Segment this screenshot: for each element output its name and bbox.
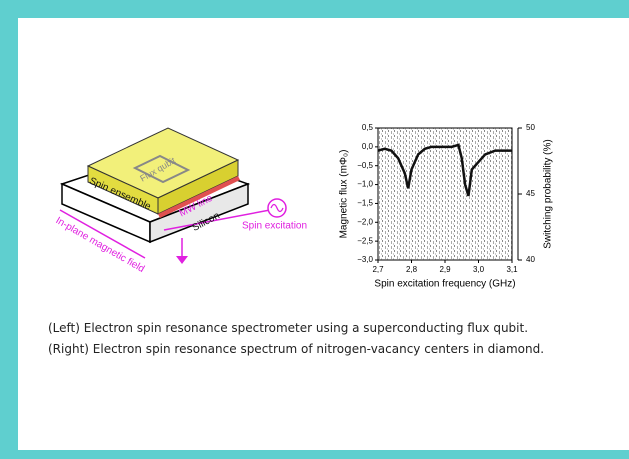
y-tick-label: −1,0 — [357, 180, 373, 189]
x-tick-label: 2,7 — [372, 265, 384, 274]
y2-tick-label: 45 — [526, 189, 535, 198]
caption-line: (Right) Electron spin resonance spectrum… — [48, 342, 544, 356]
x-tick-label: 2,8 — [406, 265, 418, 274]
figure: Flux qubit Spin ensemble MW line Silicon… — [0, 0, 629, 459]
y-tick-label: −3,0 — [357, 255, 373, 264]
caption-line: (Left) Electron spin resonance spectrome… — [48, 321, 528, 335]
y-tick-label: −2,0 — [357, 217, 373, 226]
x-tick-label: 3,1 — [506, 265, 518, 274]
y-tick-label: −0,5 — [357, 161, 373, 170]
x-axis-label: Spin excitation frequency (GHz) — [374, 279, 515, 290]
device-diagram: Flux qubit Spin ensemble MW line Silicon… — [54, 128, 307, 275]
y2-tick-label: 40 — [526, 255, 535, 264]
y2-axis-label: Switching probability (%) — [543, 139, 554, 249]
excitation-label: Spin excitation — [242, 221, 307, 232]
y2-tick-label: 50 — [526, 123, 535, 132]
y-tick-label: −2,5 — [357, 236, 373, 245]
y-tick-label: 0,5 — [362, 123, 374, 132]
x-tick-label: 2,9 — [439, 265, 451, 274]
y-axis-label: Magnetic flux (mΦ₀) — [339, 150, 350, 239]
y-tick-label: 0,0 — [362, 142, 374, 151]
page: Flux qubit Spin ensemble MW line Silicon… — [0, 0, 629, 459]
x-tick-label: 3,0 — [473, 265, 485, 274]
spectrum-chart: 2,7 2,8 2,9 3,0 3,1 −3,0 −2,5 −2,0 −1,5 −1,0 −0,5 0… — [339, 123, 554, 290]
y-tick-label: −1,5 — [357, 199, 373, 208]
